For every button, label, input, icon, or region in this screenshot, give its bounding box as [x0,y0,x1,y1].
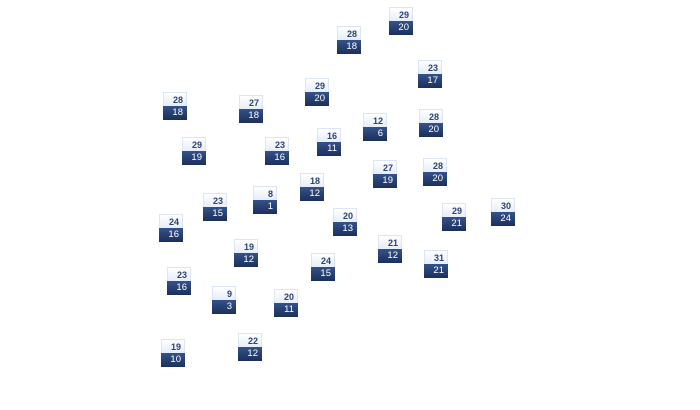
tag-bottom-value: 10 [161,353,185,367]
tag-bottom-value: 20 [423,172,447,186]
tag-top-value: 24 [159,214,183,228]
tag-top-value: 9 [212,286,236,300]
value-tag: 20 11 [274,289,298,317]
tag-top-value: 28 [419,109,443,123]
value-tag: 22 12 [238,333,262,361]
value-tag: 20 13 [333,208,357,236]
tag-top-value: 28 [163,92,187,106]
tag-top-value: 28 [337,26,361,40]
tag-bottom-value: 21 [442,217,466,231]
tag-bottom-value: 19 [373,174,397,188]
tag-top-value: 23 [203,193,227,207]
value-tag: 27 18 [239,95,263,123]
tag-top-value: 20 [274,289,298,303]
value-tag: 28 18 [337,26,361,54]
value-tag: 29 19 [182,137,206,165]
value-tag: 29 20 [305,78,329,106]
tag-bottom-value: 15 [203,207,227,221]
tag-top-value: 29 [305,78,329,92]
tag-bottom-value: 20 [305,92,329,106]
tag-top-value: 27 [239,95,263,109]
tag-bottom-value: 6 [363,127,387,141]
tag-top-value: 23 [265,137,289,151]
tag-bottom-value: 11 [317,142,341,156]
value-tag: 30 24 [491,198,515,226]
value-tag: 21 12 [378,235,402,263]
value-tag: 24 15 [311,253,335,281]
value-tag: 19 10 [161,339,185,367]
tag-top-value: 29 [442,203,466,217]
tag-bottom-value: 11 [274,303,298,317]
value-tag: 23 16 [265,137,289,165]
tag-top-value: 8 [253,186,277,200]
tag-bottom-value: 18 [239,109,263,123]
tag-bottom-value: 13 [333,222,357,236]
tag-top-value: 23 [167,267,191,281]
tag-top-value: 30 [491,198,515,212]
tag-top-value: 12 [363,113,387,127]
value-tag: 29 20 [389,7,413,35]
tag-bottom-value: 3 [212,300,236,314]
tag-top-value: 16 [317,128,341,142]
tag-bottom-value: 17 [418,74,442,88]
tag-top-value: 31 [424,250,448,264]
tag-bottom-value: 12 [378,249,402,263]
value-tag: 24 16 [159,214,183,242]
tag-top-value: 20 [333,208,357,222]
value-tag: 27 19 [373,160,397,188]
tag-bottom-value: 15 [311,267,335,281]
tag-bottom-value: 24 [491,212,515,226]
tag-top-value: 19 [234,239,258,253]
tag-bottom-value: 16 [159,228,183,242]
tag-bottom-value: 18 [163,106,187,120]
tag-bottom-value: 18 [337,40,361,54]
value-tag: 23 17 [418,60,442,88]
tag-bottom-value: 19 [182,151,206,165]
value-tag: 28 20 [419,109,443,137]
value-tag: 23 16 [167,267,191,295]
tag-top-value: 19 [161,339,185,353]
tag-bottom-value: 21 [424,264,448,278]
value-tag: 12 6 [363,113,387,141]
tag-top-value: 18 [300,173,324,187]
value-tag: 19 12 [234,239,258,267]
tag-top-value: 24 [311,253,335,267]
tag-bottom-value: 12 [234,253,258,267]
tag-bottom-value: 20 [419,123,443,137]
value-tag: 16 11 [317,128,341,156]
tag-top-value: 27 [373,160,397,174]
tag-bottom-value: 12 [238,347,262,361]
tag-bottom-value: 1 [253,200,277,214]
value-tag: 31 21 [424,250,448,278]
tag-top-value: 29 [389,7,413,21]
tag-top-value: 22 [238,333,262,347]
value-tag: 29 21 [442,203,466,231]
value-tag: 23 15 [203,193,227,221]
tag-bottom-value: 20 [389,21,413,35]
tag-bottom-value: 16 [265,151,289,165]
tag-top-value: 21 [378,235,402,249]
value-tag: 18 12 [300,173,324,201]
tag-top-value: 23 [418,60,442,74]
value-tag: 28 20 [423,158,447,186]
tag-top-value: 28 [423,158,447,172]
tag-bottom-value: 16 [167,281,191,295]
tag-top-value: 29 [182,137,206,151]
value-tag: 28 18 [163,92,187,120]
tag-bottom-value: 12 [300,187,324,201]
